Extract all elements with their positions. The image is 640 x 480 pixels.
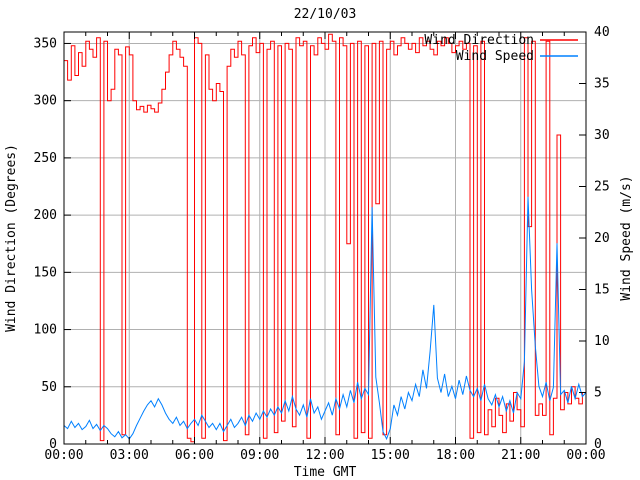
y-right-tick-label: 15 [594, 283, 610, 298]
y-left-tick-label: 350 [34, 36, 57, 51]
x-tick-label: 00:00 [566, 448, 605, 463]
y-left-tick-label: 300 [34, 94, 57, 109]
y-left-axis-label: Wind Direction (Degrees) [4, 144, 19, 332]
y-right-tick-label: 10 [594, 334, 610, 349]
y-right-tick-label: 25 [594, 180, 610, 195]
y-right-tick-label: 35 [594, 77, 610, 92]
y-left-tick-label: 50 [41, 380, 57, 395]
legend: Wind Direction Wind Speed [424, 33, 578, 64]
x-tick-label: 15:00 [371, 448, 410, 463]
y-right-tick-label: 5 [594, 386, 602, 401]
legend-label-wind-direction: Wind Direction [424, 33, 534, 48]
wind-direction-series [64, 33, 587, 443]
x-axis-label: Time GMT [294, 465, 357, 480]
plot-area: 00:00 03:00 06:00 09:00 12:00 15:00 18:00 21:00… [34, 25, 610, 463]
y-left-tick-label: 0 [49, 437, 57, 452]
x-tick-label: 12:00 [305, 448, 344, 463]
x-tick-label: 21:00 [501, 448, 540, 463]
x-tick-label: 18:00 [436, 448, 475, 463]
y-left-tick-label: 150 [34, 265, 57, 280]
y-left-tick-label: 200 [34, 208, 57, 223]
x-tick-label: 09:00 [240, 448, 279, 463]
wind-speed-series [63, 196, 587, 441]
x-tick-label: 06:00 [175, 448, 214, 463]
legend-label-wind-speed: Wind Speed [456, 49, 534, 64]
y-right-tick-label: 30 [594, 128, 610, 143]
x-tick-label: 00:00 [44, 448, 83, 463]
y-right-axis-label: Wind Speed (m/s) [619, 175, 634, 300]
y-right-tick-label: 0 [594, 437, 602, 452]
x-tick-label: 03:00 [110, 448, 149, 463]
y-left-tick-label: 250 [34, 151, 57, 166]
y-right-tick-label: 20 [594, 231, 610, 246]
y-left-tick-label: 100 [34, 323, 57, 338]
chart-title: 22/10/03 [294, 7, 357, 22]
y-right-tick-label: 40 [594, 25, 610, 40]
